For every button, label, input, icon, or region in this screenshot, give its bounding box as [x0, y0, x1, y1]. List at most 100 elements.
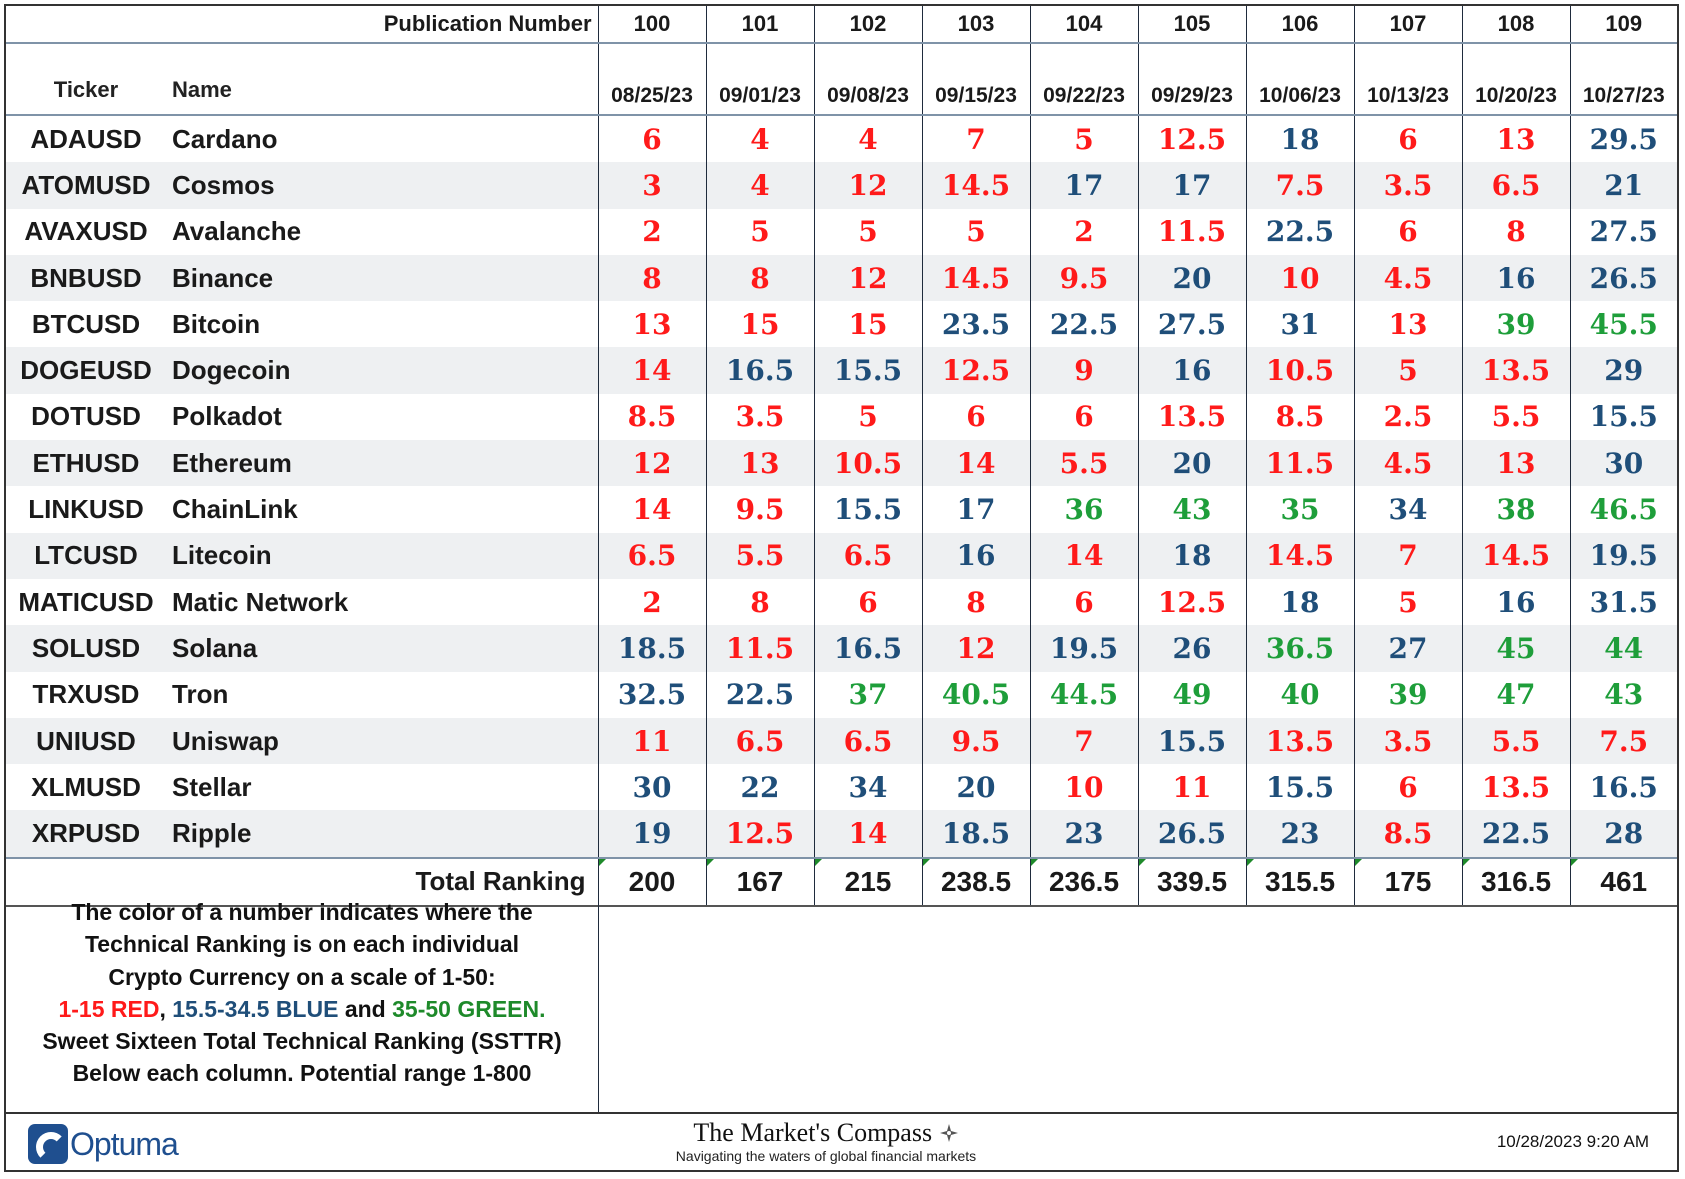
ranking-value: 13: [705, 440, 814, 487]
name-cell: Polkadot: [172, 401, 282, 432]
ranking-value: 29: [1569, 347, 1677, 394]
ranking-value: 12.5: [1137, 113, 1246, 163]
ranking-value: 43: [1137, 486, 1246, 533]
publication-number: 109: [1569, 6, 1677, 43]
total-ranking-label: Total Ranking: [6, 856, 598, 907]
ranking-value: 14.5: [1245, 532, 1354, 579]
ranking-value: 15: [813, 301, 922, 348]
table-row: BNBUSD Binance 8 8 12 14.5 9.5 20 10 4.5 16 26.5: [6, 254, 1677, 302]
ranking-value: 9.5: [1029, 254, 1138, 302]
name-cell: Solana: [166, 625, 598, 672]
ranking-value: 4.5: [1353, 254, 1462, 302]
ranking-value: 6: [597, 113, 706, 163]
ranking-value: 18: [1245, 578, 1354, 626]
legend-line-1: The color of a number indicates where th…: [71, 899, 533, 925]
ranking-value: 46.5: [1569, 486, 1677, 533]
legend-line-5: Sweet Sixteen Total Technical Ranking (S…: [42, 1028, 562, 1055]
name-cell: Bitcoin: [172, 308, 261, 339]
ranking-value: 31: [1245, 301, 1354, 348]
ranking-value: 37: [813, 671, 922, 718]
ranking-value: 14.5: [921, 162, 1030, 209]
ranking-value: 13: [1461, 440, 1570, 487]
ranking-value: 26.5: [1569, 254, 1677, 302]
ranking-value: 13: [597, 301, 706, 348]
cell-marker-icon: [1463, 859, 1470, 866]
total-ranking-cell: 316.5: [1461, 856, 1570, 907]
ticker-cell: ATOMUSD: [6, 162, 166, 209]
ranking-value: 6: [1353, 764, 1462, 811]
ranking-value: 27.5: [1137, 301, 1246, 348]
header-blank-cell: [705, 42, 814, 77]
ranking-value: 43: [1569, 671, 1677, 718]
color-legend: The color of a number indicates where th…: [6, 896, 598, 1114]
ranking-value: 19.5: [1029, 625, 1138, 672]
name-cell: Binance: [166, 254, 598, 302]
ranking-report: Publication Number 100 101 102 103 104 105 106 1…: [4, 4, 1679, 1172]
ranking-value: 14: [813, 810, 922, 858]
publication-number: 100: [597, 6, 706, 43]
ranking-value: 36.5: [1245, 625, 1354, 672]
ticker-cell: XLMUSD: [31, 771, 141, 802]
ranking-value: 29.5: [1569, 113, 1677, 163]
publication-number: 105: [1137, 6, 1246, 43]
ranking-value: 7: [1029, 717, 1138, 765]
ranking-value: 5: [705, 208, 814, 255]
ranking-value: 10: [1245, 254, 1354, 302]
table-row: ATOMUSD Cosmos 3 4 12 14.5 17 17 7.5 3.5 6.5 21: [6, 162, 1677, 209]
ranking-value: 6.5: [705, 717, 814, 765]
publication-date: 08/25/23: [597, 77, 706, 115]
header-blank-cell: [813, 42, 922, 77]
ranking-value: 36: [1029, 486, 1138, 533]
ranking-value: 10.5: [813, 440, 922, 487]
ticker-cell: UNIUSD: [6, 717, 166, 765]
name-cell: Cosmos: [166, 162, 598, 209]
publication-date: 10/06/23: [1245, 77, 1354, 115]
cell-marker-icon: [707, 859, 714, 866]
compass-rose-icon: [939, 1124, 958, 1142]
ranking-value: 13: [1353, 301, 1462, 348]
ranking-value: 5: [813, 393, 922, 441]
ranking-value: 26.5: [1137, 810, 1246, 858]
publication-date: 10/20/23: [1461, 77, 1570, 115]
ranking-value: 5.5: [705, 532, 814, 579]
ranking-value: 16: [921, 532, 1030, 579]
ranking-value: 13.5: [1461, 764, 1570, 811]
ranking-value: 18.5: [921, 810, 1030, 858]
ranking-value: 2: [597, 208, 706, 255]
ranking-value: 17: [1137, 162, 1246, 209]
table-row: ADAUSD Cardano 6 4 4 7 5 12.5 18 6 13 29.5: [6, 113, 1677, 163]
publication-number: 103: [921, 6, 1030, 43]
ranking-value: 10: [1029, 764, 1138, 811]
ranking-value: 7.5: [1569, 717, 1677, 765]
ranking-value: 28: [1569, 810, 1677, 858]
total-ranking-value: 215: [844, 865, 892, 897]
ranking-value: 8: [921, 578, 1030, 626]
ranking-value: 18: [1137, 532, 1246, 579]
cell-marker-icon: [1139, 859, 1146, 866]
table-row: UNIUSD Uniswap 11 6.5 6.5 9.5 7 15.5 13.5 3.5 5.5 7…: [6, 717, 1677, 765]
ranking-value: 8.5: [597, 393, 706, 441]
ranking-value: 2: [1029, 208, 1138, 255]
ranking-value: 8.5: [1353, 810, 1462, 858]
ranking-value: 15.5: [1137, 717, 1246, 765]
ranking-value: 16: [1461, 578, 1570, 626]
ranking-value: 6: [1029, 578, 1138, 626]
total-ranking-cell: 236.5: [1029, 856, 1138, 907]
total-ranking-cell: 461: [1569, 856, 1677, 907]
header-blank-cell: [1353, 42, 1462, 77]
publication-date: 09/01/23: [705, 77, 814, 115]
table-row: BTCUSD Bitcoin 13 15 15 23.5 22.5 27.5 31 13 39 45.…: [6, 301, 1677, 348]
total-ranking-cell: 167: [705, 856, 814, 907]
table-row: TRXUSD Tron 32.5 22.5 37 40.5 44.5 49 40 39 47 43: [6, 671, 1677, 718]
ranking-value: 14: [597, 347, 706, 394]
ranking-value: 5.5: [1461, 393, 1570, 441]
ticker-cell: TRXUSD: [32, 679, 140, 710]
ranking-value: 15.5: [1245, 764, 1354, 811]
ranking-value: 10.5: [1245, 347, 1354, 394]
ranking-value: 22.5: [705, 671, 814, 718]
ranking-value: 5: [1353, 578, 1462, 626]
ranking-value: 8: [705, 254, 814, 302]
name-cell: Cardano: [166, 113, 598, 163]
ranking-value: 23.5: [921, 301, 1030, 348]
ranking-value: 44.5: [1029, 671, 1138, 718]
